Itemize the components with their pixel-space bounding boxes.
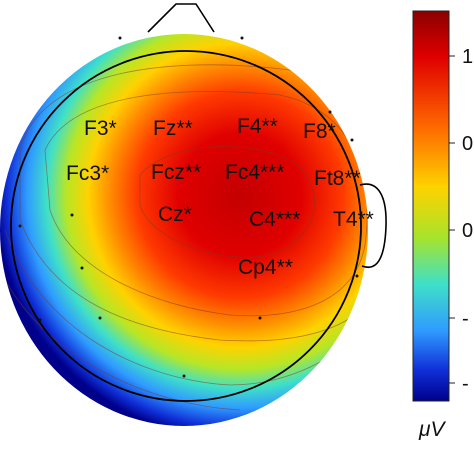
electrode-label: F4** (237, 115, 278, 138)
contour-lines (4, 64, 368, 411)
potential-map-surface (0, 34, 368, 426)
colorbar-tick-label: - (462, 308, 469, 330)
electrode-label: Fcz** (151, 161, 201, 184)
electrode-label: F3* (84, 117, 117, 140)
colorbar-tick-label: 0 (462, 220, 473, 242)
colorbar-unit-label: μV (418, 418, 447, 441)
colorbar-tick-label: - (462, 373, 469, 395)
colorbar-ticks (449, 55, 455, 384)
ear-outline (359, 183, 387, 268)
electrode-label: Ft8** (314, 167, 361, 190)
colorbar-tick-label: 1 (462, 46, 473, 68)
electrode-label: Fc4*** (225, 161, 285, 184)
electrode-label: Cz* (158, 203, 192, 226)
electrode-label: T4** (333, 208, 374, 231)
electrode-label: Cp4** (238, 256, 293, 279)
head-outline (10, 50, 362, 402)
electrode-labels: F3* Fz** F4** F8* Fc3* Fcz** Fc4*** Ft8*… (66, 115, 374, 279)
electrode-dots (18, 36, 359, 378)
electrode-label: Fc3* (66, 162, 109, 185)
nose-outline (147, 3, 215, 33)
electrode-label: C4*** (249, 208, 300, 231)
electrode-label: F8* (303, 120, 336, 143)
colorbar-tick-label: 0 (462, 133, 473, 155)
colorbar (412, 10, 450, 402)
electrode-label: Fz** (153, 117, 193, 140)
